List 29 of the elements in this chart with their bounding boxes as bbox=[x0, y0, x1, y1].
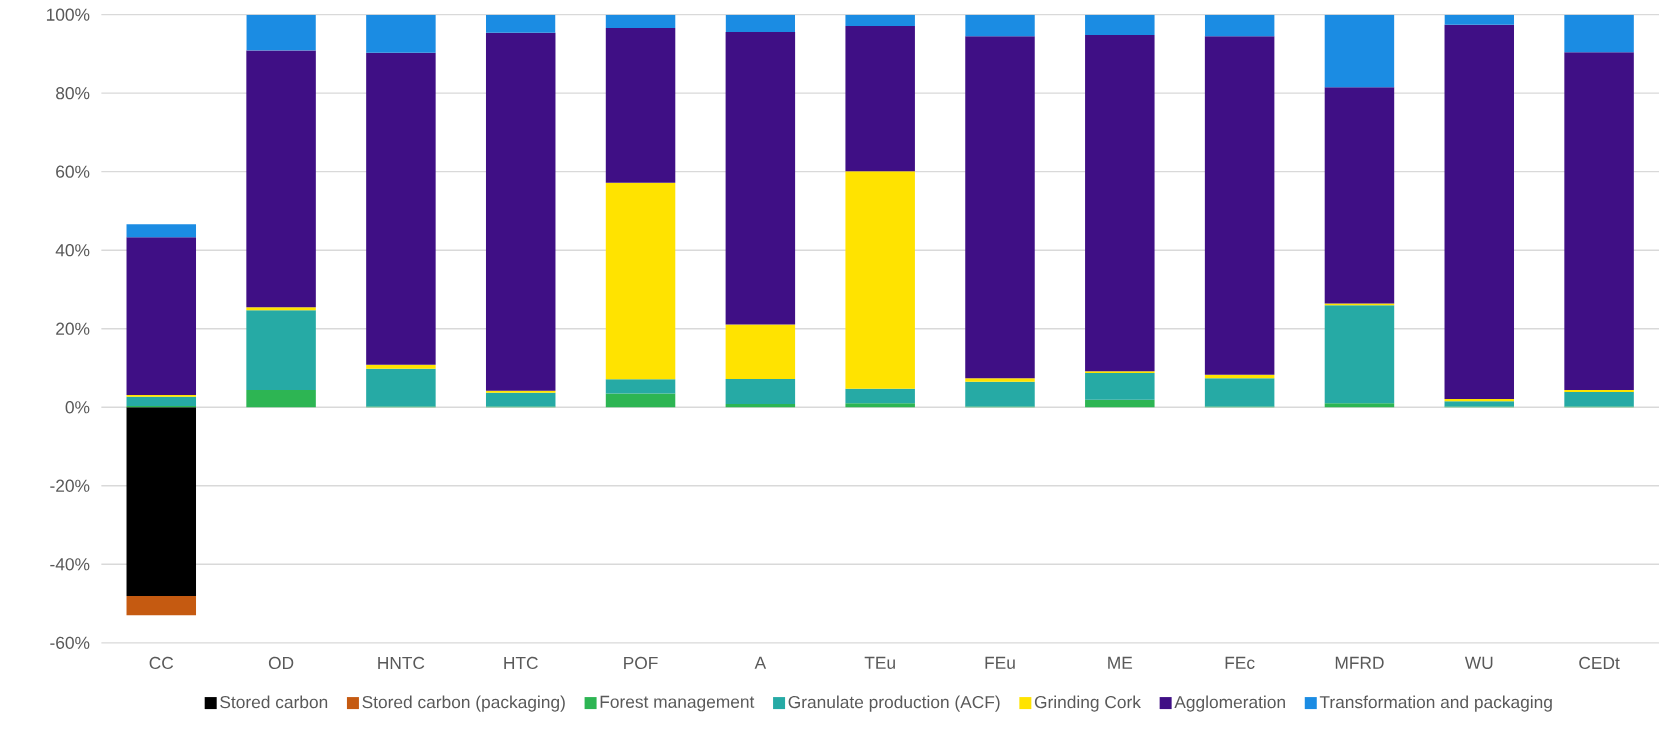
y-tick-label: -40% bbox=[50, 558, 90, 571]
legend-label: Agglomeration bbox=[1174, 695, 1285, 712]
y-tick-label: -20% bbox=[50, 479, 90, 492]
y-tick-label: 40% bbox=[55, 244, 90, 257]
legend-label: Stored carbon bbox=[220, 695, 328, 709]
x-tick-label: POF bbox=[624, 656, 658, 670]
y-tick-label: 80% bbox=[56, 86, 90, 100]
y-tick-label: 20% bbox=[56, 322, 90, 335]
x-tick-label: CC bbox=[149, 656, 174, 670]
x-tick-label: TEu bbox=[864, 656, 895, 669]
x-tick-label: WU bbox=[1464, 656, 1493, 669]
x-tick-label: CEDt bbox=[1579, 656, 1620, 670]
x-tick-label: ME bbox=[1108, 656, 1133, 669]
x-tick-label: FEc bbox=[1225, 656, 1255, 669]
x-tick-label: HTC bbox=[504, 656, 538, 670]
legend-label: Granulate production (ACF) bbox=[788, 695, 1000, 712]
legend-label: Stored carbon (packaging) bbox=[362, 695, 565, 712]
x-tick-label: FEu bbox=[985, 656, 1015, 669]
y-tick-label: -60% bbox=[50, 636, 90, 649]
y-tick-label: 100% bbox=[46, 8, 90, 21]
y-tick-label: 0% bbox=[65, 401, 90, 414]
x-tick-label: MFRD bbox=[1335, 656, 1384, 669]
x-tick-label: OD bbox=[268, 656, 294, 670]
legend-label: Grinding Cork bbox=[1034, 695, 1141, 712]
legend-label: Transformation and packaging bbox=[1319, 695, 1552, 712]
x-tick-label: HNTC bbox=[378, 656, 425, 670]
y-tick-label: 60% bbox=[56, 165, 90, 178]
legend-label: Forest management bbox=[600, 695, 755, 712]
x-tick-label: A bbox=[754, 656, 767, 669]
